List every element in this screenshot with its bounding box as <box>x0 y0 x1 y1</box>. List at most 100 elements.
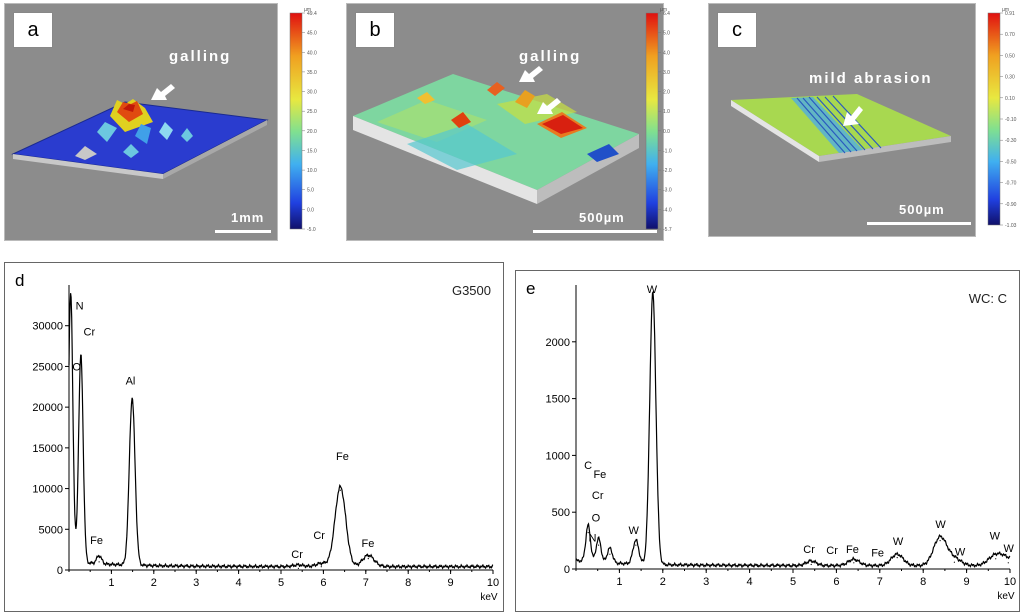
panel-letter: a <box>13 12 53 48</box>
spectrum-peak <box>810 563 812 566</box>
colorbar-tick-label: 30.0 <box>307 90 317 96</box>
peak-label: Cr <box>313 530 325 542</box>
colorbar-tick-label: 49.4 <box>307 11 317 17</box>
x-tick-label: 4 <box>747 576 753 588</box>
colorbar-tick-label: -1.03 <box>1005 223 1017 229</box>
spectrum-chart-e: 1 2 3 4 5 6 7 8 9 100500100015002000keVCFeCrONWWC… <box>546 284 1017 602</box>
x-tick-label: 8 <box>405 577 411 589</box>
spectrum-peak <box>995 558 997 560</box>
x-axis-label: keV <box>997 591 1015 602</box>
peak-label: W <box>647 284 658 296</box>
annotation-label: mild abrasion <box>809 70 933 87</box>
scale-bar <box>867 222 971 225</box>
spectrum-peak <box>131 402 133 404</box>
spectrum-peak <box>80 361 82 363</box>
colorbar-tick-label: -0.90 <box>1005 202 1017 208</box>
colorbar-tick-label: -0.50 <box>1005 159 1017 165</box>
peak-label: W <box>1004 543 1015 555</box>
x-tick-label: 2 <box>660 576 666 588</box>
colorbar-tick-label: 20.0 <box>307 129 317 135</box>
peak-label: W <box>893 536 904 548</box>
peak-label: Al <box>126 375 136 387</box>
x-tick-label: 6 <box>320 577 326 589</box>
scale-bar-label: 1mm <box>231 210 265 225</box>
x-axis-label: keV <box>480 592 498 603</box>
spectrum-line <box>68 293 494 570</box>
colorbar-unit: µm <box>1002 7 1009 13</box>
y-tick-label: 15000 <box>32 443 63 455</box>
colorbar-tick-label: 1.0 <box>663 109 670 115</box>
x-tick-label: 1 <box>108 577 114 589</box>
colorbar-tick-label: 0.50 <box>1005 53 1015 59</box>
colorbar-tick-label: 35.0 <box>307 70 317 76</box>
panel-a: a galling 1mm <box>4 3 278 241</box>
colorbar-tick-label: 0.10 <box>1005 96 1015 102</box>
arrow-icon <box>519 66 561 114</box>
spectrum-peak <box>598 544 600 546</box>
y-tick-label: 0 <box>57 565 63 577</box>
x-tick-label: 3 <box>193 577 199 589</box>
spectrum-peak <box>939 540 941 542</box>
y-tick-label: 500 <box>552 507 570 519</box>
sample-label: WC: C <box>968 291 1007 306</box>
y-tick-label: 20000 <box>32 402 63 414</box>
peak-label: C <box>584 460 592 472</box>
colorbar-tick-label: 0.0 <box>307 207 314 213</box>
colorbar-tick-label: 40.0 <box>307 50 317 56</box>
arrow-icon <box>843 106 863 126</box>
colorbar-tick-label: 25.0 <box>307 109 317 115</box>
spectrum-peak <box>609 553 611 555</box>
colorbar-tick-label: -2.0 <box>663 168 672 174</box>
x-tick-label: 7 <box>363 577 369 589</box>
peak-label: O <box>72 362 81 374</box>
panel-b: b galling 500µm <box>346 3 664 241</box>
colorbar-unit: µm <box>660 7 667 13</box>
annotation-label: galling <box>169 48 232 65</box>
peak-label: O <box>592 512 601 524</box>
colorbar-unit: µm <box>304 7 311 13</box>
colorbar-tick-label: 5.0 <box>663 31 670 37</box>
spectrum-line <box>575 290 1011 569</box>
colorbar-tick-label: 0.91 <box>1005 11 1015 17</box>
colorbar-tick-label: 3.0 <box>663 70 670 76</box>
spectrum-peak <box>320 566 322 568</box>
peak-label: Fe <box>361 538 374 550</box>
peak-label: W <box>935 519 946 531</box>
annotation-label: galling <box>519 48 582 65</box>
colorbar-tick-label: -4.0 <box>663 207 672 213</box>
peak-label: N <box>76 300 84 312</box>
peak-label: Cr <box>826 545 838 557</box>
colorbar-tick-label: 4.0 <box>663 50 670 56</box>
spectrum-peak <box>339 489 341 491</box>
spectrum-peak <box>652 296 654 299</box>
peak-label: W <box>990 530 1001 542</box>
panel-letter: b <box>355 12 395 48</box>
spectrum-chart-d: 1 2 3 4 5 6 7 8 9 10 0 5000 10000 15000 20000 25000 3000… <box>32 285 499 603</box>
colorbar-b: µm 6.4 5.0 4.0 3.0 2.0 1.0 0.0 -1.0 -2.0 -3.0 -4.0 -… <box>642 3 698 241</box>
spectrum-peak <box>896 557 898 559</box>
colorbar-gradient <box>645 12 659 230</box>
spectrum-peak <box>70 300 72 302</box>
x-tick-label: 5 <box>790 576 796 588</box>
surface-a <box>11 99 269 179</box>
x-tick-label: 8 <box>920 576 926 588</box>
colorbar-tick-label: -0.70 <box>1005 181 1017 187</box>
panel-letter: d <box>15 271 25 290</box>
colorbar-tick-label: -1.0 <box>663 148 672 154</box>
colorbar-tick-label: -0.10 <box>1005 117 1017 123</box>
arrow-icon <box>151 84 175 100</box>
colorbar-tick-label: 5.0 <box>307 188 314 194</box>
colorbar-tick-label: 2.0 <box>663 90 670 96</box>
peak-label: Fe <box>871 548 884 560</box>
colorbar-tick-label: 15.0 <box>307 148 317 154</box>
x-tick-label: 7 <box>877 576 883 588</box>
y-tick-label: 2000 <box>546 337 570 349</box>
sample-label: G3500 <box>451 283 491 298</box>
x-tick-label: 4 <box>236 577 242 589</box>
scale-bar-label: 500µm <box>899 202 945 217</box>
peak-label: Cr <box>803 544 815 556</box>
colorbar-c: µm 0.91 0.70 0.50 0.30 0.10 -0.10 -0.30 -0.50 -0.… <box>984 3 1022 237</box>
x-tick-label: 1 <box>616 576 622 588</box>
x-tick-label: 9 <box>964 576 970 588</box>
x-tick-label: 10 <box>1004 576 1016 588</box>
